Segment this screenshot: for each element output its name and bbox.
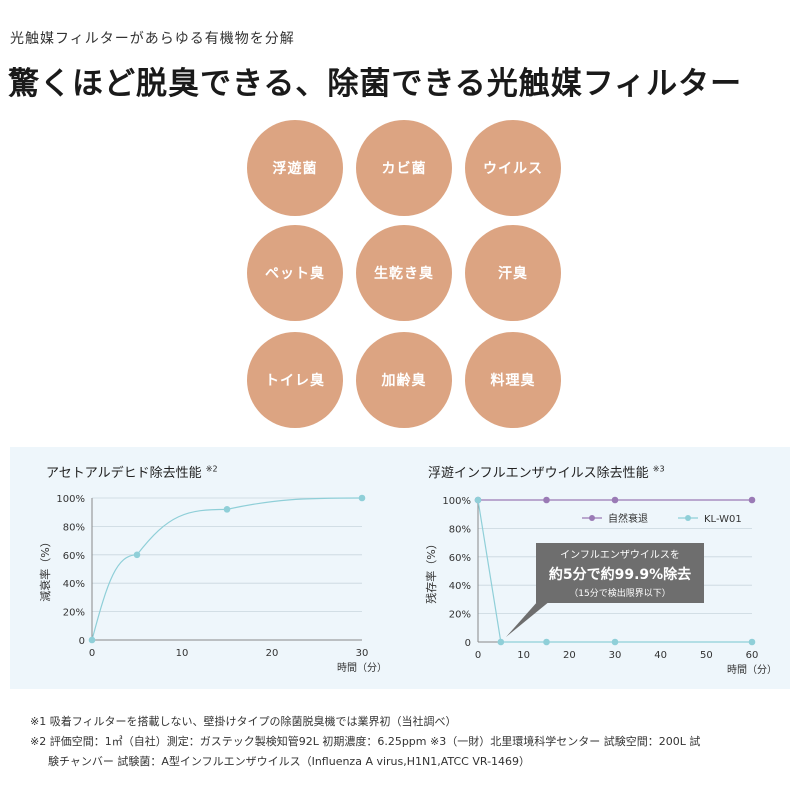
footnotes: ※1 吸着フィルターを搭載しない、壁掛けタイプの除菌脱臭機では業界初（当社調べ）… xyxy=(30,712,700,772)
data-point xyxy=(88,636,96,644)
chart2-title: 浮遊インフルエンザウイルス除去性能 ※3 xyxy=(428,464,665,481)
x-tick-label: 10 xyxy=(517,650,530,661)
x-tick-label: 20 xyxy=(266,648,279,659)
x-axis-label: 時間（分） xyxy=(337,662,387,674)
target-circle-damp-laundry-odor: 生乾き臭 xyxy=(356,225,452,321)
legend-kl-label: KL-W01 xyxy=(704,514,742,525)
y-tick-label: 60% xyxy=(449,553,471,564)
callout-line3: （15分で検出限界以下） xyxy=(569,587,670,599)
footnote-1: ※1 吸着フィルターを搭載しない、壁掛けタイプの除菌脱臭機では業界初（当社調べ） xyxy=(30,715,457,728)
x-tick-label: 50 xyxy=(700,650,713,661)
x-tick-label: 0 xyxy=(475,650,481,661)
legend-natural-label: 自然衰退 xyxy=(608,512,648,525)
y-tick-label: 100% xyxy=(56,494,85,505)
influenza-chart: 0 20% 40% 60% 80% 100% 0 10 20 30 40 50 60 時間（分） 残存率（%… xyxy=(424,496,777,676)
y-tick-label: 80% xyxy=(449,524,471,535)
target-circle-grid: 浮遊菌 カビ菌 ウイルス ペット臭 生乾き臭 汗臭 トイレ臭 加齢臭 料理臭 xyxy=(247,120,561,436)
y-tick-label: 80% xyxy=(63,522,85,533)
callout-line1: インフルエンザウイルスを xyxy=(560,549,680,561)
data-point xyxy=(748,496,756,504)
headline: 驚くほど脱臭できる、除菌できる光触媒フィルター xyxy=(8,66,743,102)
y-tick-label: 40% xyxy=(449,581,471,592)
callout-pointer xyxy=(506,601,550,637)
y-tick-label: 0 xyxy=(79,636,85,647)
data-point xyxy=(358,494,366,502)
x-tick-label: 20 xyxy=(563,650,576,661)
x-tick-label: 60 xyxy=(746,650,759,661)
target-circle-pet-odor: ペット臭 xyxy=(247,225,343,321)
acetaldehyde-chart: 0 20% 40% 60% 80% 100% 0 10 20 30 時間（分） 減衰率（%） xyxy=(38,494,387,674)
data-point xyxy=(748,638,756,646)
data-point xyxy=(223,506,231,513)
x-tick-label: 0 xyxy=(89,648,95,659)
x-tick-label: 10 xyxy=(176,648,189,659)
y-axis-label: 残存率（%） xyxy=(424,538,438,603)
target-circle-sweat-odor: 汗臭 xyxy=(465,225,561,321)
y-tick-label: 20% xyxy=(449,610,471,621)
subtitle: 光触媒フィルターがあらゆる有機物を分解 xyxy=(10,31,295,47)
legend-kl-marker xyxy=(685,515,691,521)
target-circle-aging-odor: 加齢臭 xyxy=(356,332,452,428)
data-point xyxy=(474,496,482,504)
target-circle-cooking-odor: 料理臭 xyxy=(465,332,561,428)
callout-line2: 約5分で約99.9%除去 xyxy=(549,566,691,583)
data-point xyxy=(133,551,141,559)
x-tick-label: 30 xyxy=(609,650,622,661)
y-tick-label: 40% xyxy=(63,579,85,590)
target-circle-airborne-bacteria: 浮遊菌 xyxy=(247,120,343,216)
legend-natural-marker xyxy=(589,515,595,521)
data-point xyxy=(611,496,619,504)
data-point xyxy=(543,496,550,504)
chart1-title-note: ※2 xyxy=(205,464,218,474)
target-circle-mold: カビ菌 xyxy=(356,120,452,216)
chart1-title: アセトアルデヒド除去性能 ※2 xyxy=(46,464,218,481)
target-circle-virus: ウイルス xyxy=(465,120,561,216)
x-tick-label: 40 xyxy=(654,650,667,661)
data-point xyxy=(543,638,550,646)
callout-box xyxy=(536,543,704,603)
y-tick-label: 0 xyxy=(465,638,471,649)
y-tick-label: 60% xyxy=(63,551,85,562)
target-circle-toilet-odor: トイレ臭 xyxy=(247,332,343,428)
data-point xyxy=(497,638,505,646)
footnote-2-continued: 験チャンバー 試験菌：A型インフルエンザウイルス（Influenza A vir… xyxy=(48,755,531,768)
chart2-title-note: ※3 xyxy=(652,464,665,474)
x-tick-label: 30 xyxy=(356,648,369,659)
footnote-2: ※2 評価空間：1㎥（自社）測定：ガステック製検知管92L 初期濃度：6.25p… xyxy=(30,735,701,748)
y-tick-label: 20% xyxy=(63,608,85,619)
data-point xyxy=(611,638,619,646)
y-axis-label: 減衰率（%） xyxy=(38,536,52,601)
y-tick-label: 100% xyxy=(442,496,471,507)
series-line-0 xyxy=(91,497,363,641)
x-axis-label: 時間（分） xyxy=(727,664,777,676)
